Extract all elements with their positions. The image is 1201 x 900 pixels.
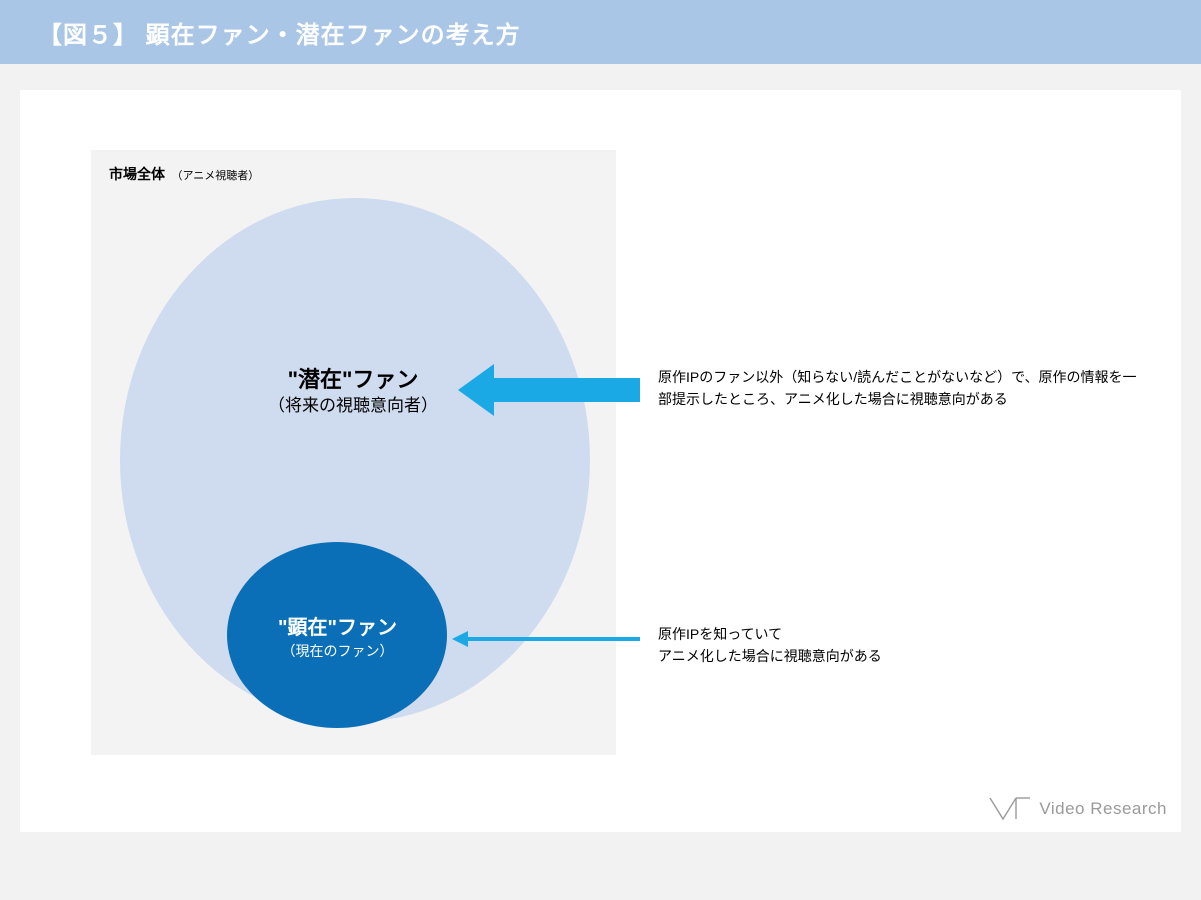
- page-title: 【図５】 顕在ファン・潜在ファンの考え方: [38, 15, 521, 50]
- latent-fan-subtitle: （将来の視聴意向者）: [248, 395, 458, 418]
- manifest-annotation-line1: 原作IPを知っていて: [658, 626, 782, 642]
- market-box-sublabel: （アニメ視聴者）: [171, 170, 259, 182]
- market-box-label: 市場全体: [109, 166, 165, 182]
- content-panel: 市場全体 （アニメ視聴者） "潜在"ファン （将来の視聴意向者） "顕在"ファン…: [20, 90, 1181, 832]
- title-bar: 【図５】 顕在ファン・潜在ファンの考え方: [0, 0, 1201, 64]
- manifest-annotation: 原作IPを知っていて アニメ化した場合に視聴意向がある: [658, 624, 1088, 667]
- latent-annotation: 原作IPのファン以外（知らない/読んだことがないなど）で、原作の情報を一部提示し…: [658, 367, 1138, 410]
- logo: Video Research: [989, 796, 1167, 822]
- logo-mark-icon: [989, 796, 1031, 822]
- latent-fan-text: "潜在"ファン （将来の視聴意向者）: [248, 365, 458, 418]
- manifest-fan-title: "顕在"ファン: [250, 615, 425, 642]
- latent-fan-title: "潜在"ファン: [248, 365, 458, 395]
- manifest-fan-text: "顕在"ファン （現在のファン）: [250, 615, 425, 661]
- manifest-fan-subtitle: （現在のファン）: [250, 642, 425, 661]
- manifest-annotation-line2: アニメ化した場合に視聴意向がある: [658, 648, 882, 664]
- logo-text: Video Research: [1039, 799, 1167, 819]
- page: 【図５】 顕在ファン・潜在ファンの考え方 市場全体 （アニメ視聴者） "潜在"フ…: [0, 0, 1201, 900]
